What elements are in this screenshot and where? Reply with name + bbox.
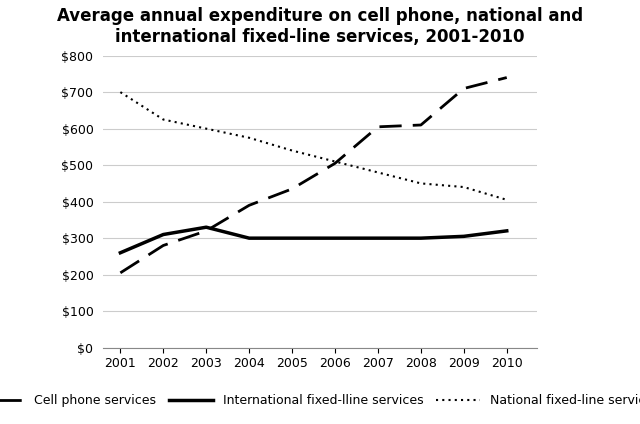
Title: Average annual expenditure on cell phone, national and
international fixed-line : Average annual expenditure on cell phone… [57, 7, 583, 46]
Legend: Cell phone services, International fixed-lline services, National fixed-line ser: Cell phone services, International fixed… [0, 389, 640, 412]
